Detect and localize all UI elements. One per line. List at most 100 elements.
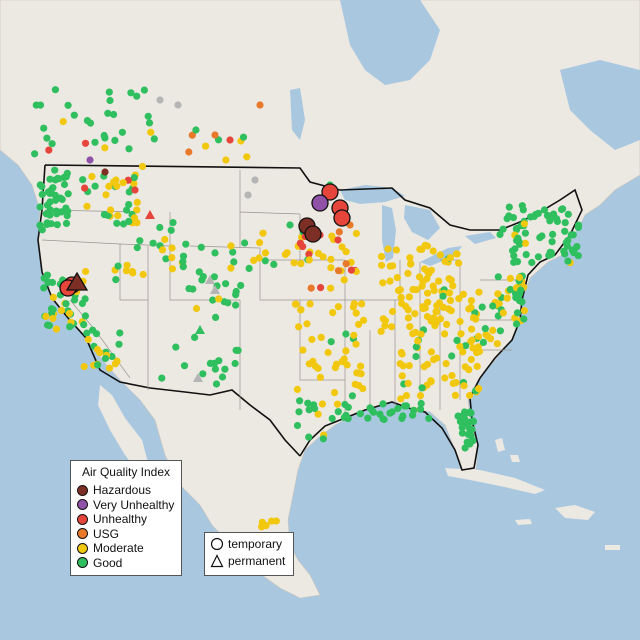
monitor-marker[interactable]: [340, 276, 348, 284]
monitor-marker[interactable]: [82, 267, 90, 276]
monitor-marker[interactable]: [475, 288, 483, 296]
monitor-marker[interactable]: [139, 270, 147, 279]
monitor-marker[interactable]: [125, 217, 133, 225]
monitor-marker[interactable]: [400, 402, 409, 410]
monitor-marker[interactable]: [349, 303, 357, 311]
monitor-marker[interactable]: [123, 261, 131, 269]
monitor-marker[interactable]: [466, 391, 474, 400]
monitor-marker[interactable]: [407, 260, 415, 268]
monitor-marker[interactable]: [144, 112, 152, 120]
monitor-marker[interactable]: [384, 245, 392, 253]
monitor-marker[interactable]: [169, 219, 177, 227]
monitor-marker[interactable]: [549, 230, 557, 238]
monitor-marker[interactable]: [48, 140, 56, 148]
monitor-marker[interactable]: [270, 260, 278, 268]
monitor-marker[interactable]: [439, 292, 447, 300]
monitor-marker[interactable]: [328, 232, 336, 240]
monitor-marker[interactable]: [462, 342, 470, 350]
monitor-marker[interactable]: [496, 230, 504, 239]
monitor-marker[interactable]: [445, 289, 454, 297]
monitor-marker[interactable]: [40, 124, 48, 132]
monitor-marker[interactable]: [441, 374, 449, 382]
monitor-marker[interactable]: [398, 350, 406, 358]
monitor-marker[interactable]: [435, 277, 443, 285]
monitor-marker-permanent-large[interactable]: [65, 271, 89, 291]
monitor-marker[interactable]: [168, 244, 176, 252]
monitor-marker[interactable]: [506, 274, 514, 282]
monitor-marker[interactable]: [314, 410, 322, 418]
monitor-marker[interactable]: [293, 385, 301, 393]
monitor-marker[interactable]: [305, 406, 313, 414]
monitor-marker[interactable]: [129, 269, 137, 277]
monitor-marker[interactable]: [386, 409, 394, 417]
monitor-marker[interactable]: [424, 298, 432, 306]
monitor-marker[interactable]: [100, 131, 108, 140]
monitor-marker[interactable]: [211, 249, 219, 257]
monitor-marker[interactable]: [262, 522, 270, 530]
monitor-marker[interactable]: [378, 261, 386, 269]
monitor-marker[interactable]: [347, 266, 355, 274]
monitor-marker[interactable]: [553, 217, 562, 225]
monitor-marker-permanent[interactable]: [205, 275, 215, 284]
monitor-marker[interactable]: [515, 273, 524, 282]
monitor-marker[interactable]: [62, 219, 71, 227]
monitor-marker[interactable]: [412, 343, 420, 351]
monitor-marker[interactable]: [423, 275, 431, 283]
monitor-marker[interactable]: [256, 239, 264, 247]
monitor-marker[interactable]: [51, 86, 60, 94]
monitor-marker[interactable]: [314, 364, 322, 372]
monitor-marker[interactable]: [527, 213, 535, 221]
monitor-marker[interactable]: [455, 259, 463, 267]
monitor-marker[interactable]: [436, 251, 444, 259]
monitor-marker[interactable]: [54, 174, 62, 182]
monitor-marker[interactable]: [327, 264, 335, 272]
monitor-marker[interactable]: [521, 229, 530, 237]
monitor-marker[interactable]: [255, 254, 263, 262]
monitor-marker[interactable]: [397, 395, 405, 403]
monitor-marker[interactable]: [564, 237, 572, 245]
monitor-marker[interactable]: [518, 202, 526, 210]
monitor-marker[interactable]: [114, 262, 122, 270]
monitor-marker[interactable]: [212, 380, 221, 388]
monitor-marker[interactable]: [174, 101, 182, 109]
monitor-marker[interactable]: [427, 348, 435, 356]
monitor-marker[interactable]: [195, 268, 203, 276]
monitor-marker[interactable]: [232, 301, 240, 309]
monitor-marker[interactable]: [63, 212, 71, 220]
monitor-marker[interactable]: [230, 258, 238, 266]
monitor-marker[interactable]: [91, 182, 99, 190]
monitor-marker[interactable]: [199, 273, 207, 281]
monitor-marker[interactable]: [333, 400, 342, 408]
monitor-marker[interactable]: [474, 343, 482, 351]
monitor-marker[interactable]: [145, 119, 154, 127]
monitor-marker[interactable]: [506, 285, 514, 294]
monitor-marker[interactable]: [398, 414, 406, 422]
monitor-marker[interactable]: [197, 243, 205, 251]
monitor-marker[interactable]: [206, 359, 214, 367]
monitor-marker[interactable]: [406, 323, 414, 331]
monitor-marker[interactable]: [463, 438, 471, 446]
monitor-marker[interactable]: [46, 189, 54, 198]
monitor-marker[interactable]: [327, 338, 335, 346]
monitor-marker[interactable]: [360, 316, 368, 324]
monitor-marker[interactable]: [416, 405, 425, 413]
monitor-marker[interactable]: [309, 357, 317, 365]
monitor-marker[interactable]: [36, 203, 44, 211]
monitor-marker[interactable]: [136, 237, 144, 245]
monitor-marker[interactable]: [94, 361, 102, 369]
monitor-marker[interactable]: [104, 109, 112, 117]
monitor-marker[interactable]: [411, 328, 420, 336]
monitor-marker[interactable]: [338, 243, 346, 251]
monitor-marker[interactable]: [91, 138, 99, 146]
monitor-marker[interactable]: [429, 247, 437, 255]
monitor-marker[interactable]: [133, 198, 141, 206]
monitor-marker[interactable]: [461, 409, 469, 417]
monitor-marker[interactable]: [161, 235, 169, 244]
monitor-marker[interactable]: [80, 363, 88, 371]
monitor-marker[interactable]: [514, 234, 522, 242]
monitor-marker[interactable]: [381, 317, 389, 325]
monitor-marker[interactable]: [234, 346, 242, 354]
monitor-marker[interactable]: [520, 315, 528, 323]
monitor-marker[interactable]: [412, 352, 420, 361]
monitor-marker[interactable]: [138, 162, 147, 171]
